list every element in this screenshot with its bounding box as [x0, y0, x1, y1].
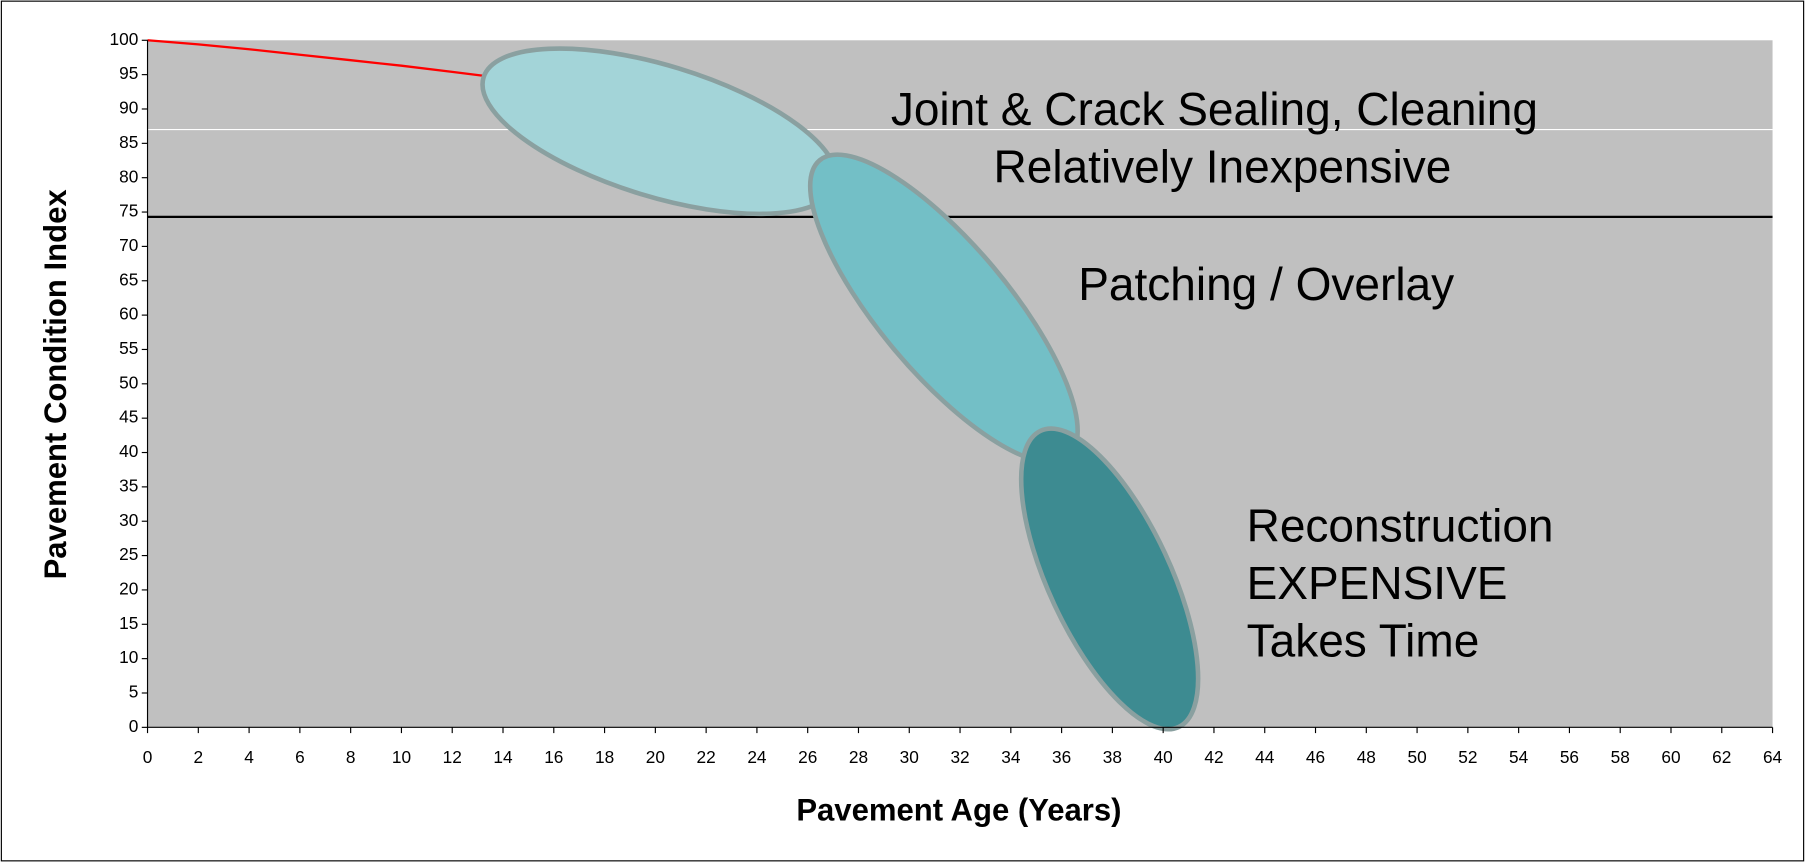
y-tick-label: 10	[119, 647, 138, 667]
x-tick-label: 8	[346, 747, 356, 767]
x-tick-label: 54	[1509, 747, 1529, 767]
y-tick-label: 95	[119, 63, 138, 83]
y-tick-label: 30	[119, 510, 138, 530]
y-tick-label: 50	[119, 372, 138, 392]
x-tick-label: 64	[1763, 747, 1783, 767]
x-tick-label: 32	[950, 747, 969, 767]
x-tick-label: 46	[1306, 747, 1325, 767]
x-tick-label: 58	[1611, 747, 1630, 767]
y-tick-label: 0	[129, 716, 139, 736]
y-tick-label: 100	[110, 29, 139, 49]
x-axis-title: Pavement Age (Years)	[796, 793, 1121, 828]
y-tick-label: 5	[129, 682, 139, 702]
x-tick-label: 34	[1001, 747, 1021, 767]
x-tick-label: 10	[392, 747, 411, 767]
y-tick-label: 65	[119, 269, 138, 289]
x-tick-label: 44	[1255, 747, 1275, 767]
x-tick-label: 62	[1712, 747, 1731, 767]
x-tick-label: 24	[747, 747, 767, 767]
x-tick-label: 12	[443, 747, 462, 767]
y-tick-label: 20	[119, 578, 138, 598]
data-line	[147, 39, 486, 78]
x-tick-label: 38	[1103, 747, 1122, 767]
annotation: Relatively Inexpensive	[994, 140, 1452, 192]
y-tick-label: 45	[119, 407, 138, 427]
y-tick-label: 70	[119, 235, 138, 255]
y-tick-label: 80	[119, 166, 138, 186]
x-tick-label: 50	[1407, 747, 1426, 767]
x-tick-label: 16	[544, 747, 563, 767]
y-tick-label: 75	[119, 201, 138, 221]
annotation: Takes Time	[1247, 615, 1480, 667]
x-tick-label: 42	[1204, 747, 1223, 767]
x-tick-label: 56	[1560, 747, 1579, 767]
x-tick-label: 36	[1052, 747, 1071, 767]
x-tick-label: 40	[1154, 747, 1173, 767]
x-tick-label: 4	[244, 747, 254, 767]
x-tick-label: 2	[194, 747, 204, 767]
x-tick-label: 18	[595, 747, 614, 767]
y-tick-label: 60	[119, 304, 138, 324]
y-tick-label: 40	[119, 441, 138, 461]
x-tick-label: 0	[143, 747, 153, 767]
x-tick-label: 52	[1458, 747, 1477, 767]
y-axis-title: Pavement Condition Index	[38, 189, 73, 580]
x-tick-label: 28	[849, 747, 868, 767]
x-tick-label: 26	[798, 747, 817, 767]
y-tick-label: 25	[119, 544, 138, 564]
phase-shapes	[480, 46, 1201, 732]
axes: 0510152025303540455055606570758085909510…	[110, 29, 1783, 767]
y-tick-label: 90	[119, 98, 138, 118]
x-tick-label: 30	[900, 747, 919, 767]
x-tick-label: 14	[493, 747, 513, 767]
y-tick-label: 15	[119, 613, 138, 633]
y-tick-label: 35	[119, 475, 138, 495]
y-tick-label: 85	[119, 132, 138, 152]
x-tick-label: 20	[646, 747, 665, 767]
annotation: Reconstruction	[1247, 500, 1554, 552]
x-tick-label: 60	[1661, 747, 1680, 767]
marks	[147, 39, 1773, 219]
x-tick-label: 48	[1357, 747, 1376, 767]
y-tick-label: 55	[119, 338, 138, 358]
annotation: EXPENSIVE	[1247, 557, 1508, 609]
annotation: Joint & Crack Sealing, Cleaning	[891, 83, 1538, 135]
x-tick-label: 22	[697, 747, 716, 767]
x-tick-label: 6	[295, 747, 305, 767]
annotation: Patching / Overlay	[1078, 258, 1454, 310]
